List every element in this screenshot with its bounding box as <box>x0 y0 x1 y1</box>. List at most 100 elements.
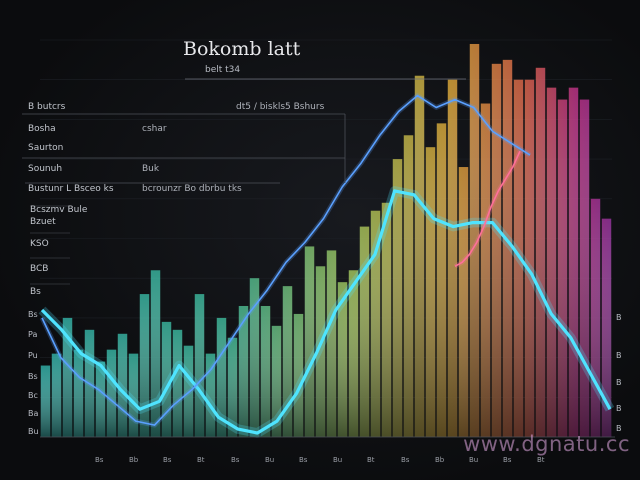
panel-row-label: Bcszmv Bule <box>30 205 88 215</box>
bar-shade <box>535 67 546 437</box>
bar-shade <box>469 43 480 437</box>
x-tick-label: Bs <box>299 456 308 464</box>
bar-shade <box>260 305 271 437</box>
bar-shade <box>348 270 359 437</box>
chart-subtitle: belt t34 <box>205 65 241 75</box>
bar-shade <box>326 250 337 437</box>
bar-shade <box>502 59 513 437</box>
bar-shade <box>425 147 436 437</box>
panel-row-value: bcrounzr Bo dbrbu tks <box>142 184 242 194</box>
panel-row-label: Sounuh <box>28 164 63 174</box>
panel-frame <box>22 78 615 438</box>
bar-shade <box>590 198 601 437</box>
y-tick-label: Pa <box>28 330 38 339</box>
bar-shade <box>414 75 425 437</box>
bar-shade <box>304 246 315 437</box>
y-tick-label-right: B <box>616 424 622 433</box>
bar-shade <box>392 159 403 437</box>
bar-shade <box>601 218 612 437</box>
line-series <box>38 93 615 438</box>
bar-shade <box>458 167 469 438</box>
panel-row-label: BCB <box>30 264 49 274</box>
panel-top-right-text: dt5 / biskls5 Bshurs <box>236 102 325 112</box>
bar-shade <box>227 337 238 437</box>
bar-shade <box>447 79 458 437</box>
bar-shade <box>579 99 590 438</box>
bar-series <box>40 43 612 438</box>
bar-shade <box>568 87 579 437</box>
bar-shade <box>161 321 172 437</box>
bar-shade <box>381 202 392 437</box>
bar-shade <box>557 99 568 438</box>
bar-shade <box>216 317 227 437</box>
bar-shade <box>370 210 381 437</box>
bar-shade <box>238 305 249 437</box>
bar-shade <box>315 266 326 437</box>
chart-title: Bokomb latt <box>183 38 301 60</box>
x-tick-label: Bt <box>367 456 375 464</box>
bar-shade <box>337 282 348 437</box>
bar-shade <box>172 329 183 437</box>
bar-shade <box>150 270 161 437</box>
bar-shade <box>271 325 282 437</box>
y-tick-label-right: B <box>616 351 622 360</box>
y-tick-label: Ba <box>28 409 39 418</box>
y-tick-label: Bs <box>28 310 38 319</box>
series-line <box>40 189 612 435</box>
y-tick-label-right: B <box>616 378 622 387</box>
x-tick-label: Bt <box>197 456 205 464</box>
bar-shade <box>51 353 62 437</box>
panel-row-label: Bosha <box>28 124 56 134</box>
y-tick-label-right: B <box>616 313 622 322</box>
panel-row-label: Saurton <box>28 143 64 153</box>
bar-shade <box>139 294 150 437</box>
bar-shade <box>128 353 139 437</box>
x-tick-label: Bt <box>537 456 545 464</box>
bar-shade <box>293 313 304 437</box>
panel-row-value: Buk <box>142 164 160 174</box>
bar-shade <box>117 333 128 437</box>
y-tick-label: Bu <box>28 427 39 436</box>
x-tick-label: Bb <box>129 456 139 464</box>
x-tick-label: Bs <box>503 456 512 464</box>
x-tick-label: Bs <box>95 456 104 464</box>
bar-shade <box>480 103 491 438</box>
panel-row-label: B butcrs <box>28 102 66 112</box>
y-tick-label-right: B <box>616 404 622 413</box>
bar-shade <box>62 317 73 437</box>
panel-row-value: cshar <box>142 124 167 134</box>
panel-row-label: KSO <box>30 239 49 249</box>
x-tick-label: Bs <box>163 456 172 464</box>
bar-shade <box>40 365 51 437</box>
bar-shade <box>183 345 194 437</box>
x-tick-label: Bu <box>333 456 343 464</box>
series-line <box>41 94 531 426</box>
y-tick-label: Bc <box>28 391 38 400</box>
bar-shade <box>513 79 524 437</box>
panel-row-label: Bustunr L Bsceo ks <box>28 184 114 194</box>
bar-shade <box>205 353 216 437</box>
bar-shade <box>359 226 370 437</box>
panel-row-label: Bzuet <box>30 217 56 227</box>
bar-shade <box>95 361 106 437</box>
x-tick-label: Bs <box>401 456 410 464</box>
bar-shade <box>524 79 535 437</box>
bar-shade <box>282 286 293 437</box>
bar-shade <box>106 349 117 437</box>
bar-shade <box>491 63 502 437</box>
x-tick-label: Bu <box>265 456 275 464</box>
bar-shade <box>403 135 414 437</box>
bar-shade <box>436 123 447 438</box>
panel-row-label: Bs <box>30 287 41 297</box>
x-tick-label: Bb <box>435 456 445 464</box>
bar-shade <box>249 278 260 437</box>
watermark: www.dgnatu.cc <box>463 432 630 456</box>
y-tick-label: Pu <box>28 351 38 360</box>
bar-shade <box>73 349 84 437</box>
y-tick-label: Bs <box>28 372 38 381</box>
bar-shade <box>194 294 205 437</box>
x-tick-label: Bs <box>231 456 240 464</box>
series-line <box>454 150 521 267</box>
